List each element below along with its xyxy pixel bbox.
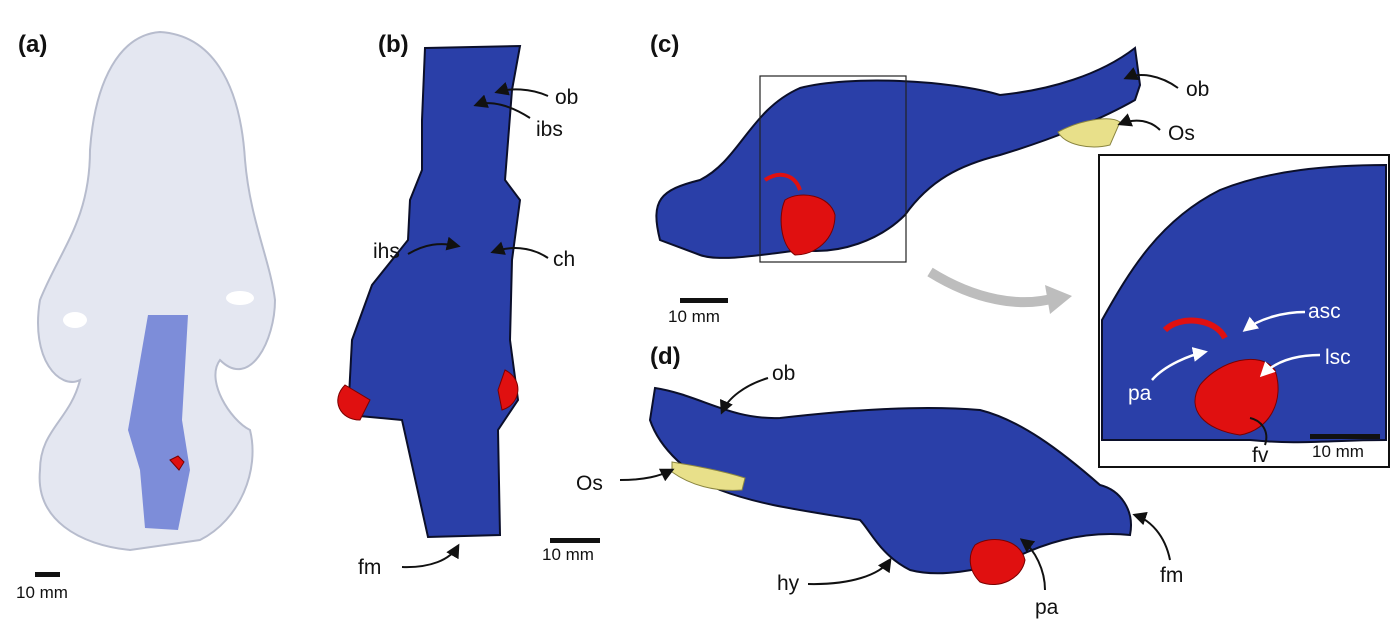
zoom-arrow	[927, 267, 1057, 308]
arrow	[619, 468, 675, 482]
canal	[763, 172, 802, 191]
arrow	[1151, 347, 1208, 381]
arrow	[1259, 353, 1321, 378]
panel-b: (b) ob ibs ihs ch fm 10 mm	[337, 31, 600, 579]
scale-label: 10 mm	[668, 307, 720, 326]
inner-ear	[337, 384, 371, 421]
arrow	[1249, 417, 1268, 446]
scale-label: 10 mm	[1312, 442, 1364, 461]
inner-ear	[969, 539, 1026, 586]
arrow	[1242, 310, 1306, 332]
annotation: asc	[1308, 300, 1341, 323]
skull	[37, 30, 277, 552]
endocast	[346, 44, 522, 539]
scale-bar	[35, 572, 60, 577]
annotation: ob	[555, 86, 578, 109]
endocast	[648, 386, 1132, 575]
panel-label: (b)	[378, 31, 409, 58]
endocast	[655, 46, 1142, 259]
annotation: ibs	[536, 118, 563, 141]
inner-ear	[780, 194, 836, 256]
inner-ear	[169, 455, 185, 471]
panel-a: (a) 10 mm	[16, 30, 277, 602]
annotation: ob	[772, 362, 795, 385]
panel-c: (c) ob Os 10 mm	[650, 31, 1209, 326]
arrow	[1117, 113, 1161, 131]
panel-label: (d)	[650, 343, 681, 370]
arrow	[401, 543, 460, 569]
annotation: Os	[576, 472, 603, 495]
annotation: pa	[1035, 596, 1059, 619]
arrow	[1132, 511, 1171, 561]
arrow	[1019, 538, 1046, 591]
canal	[1162, 317, 1228, 340]
annotation: hy	[777, 572, 800, 595]
arrow	[494, 82, 549, 97]
annotation: fv	[1252, 444, 1269, 467]
inset: asc pa lsc fv 10 mm	[1098, 154, 1390, 468]
panel-label: (c)	[650, 31, 679, 58]
arrow	[719, 377, 769, 415]
endocast	[128, 315, 190, 530]
arrow	[473, 94, 531, 119]
annotation: ch	[553, 248, 575, 271]
ossicle	[671, 461, 746, 491]
arrow	[1123, 67, 1179, 89]
inner-ear	[497, 369, 519, 411]
scale-bar	[680, 298, 728, 303]
endocast	[1101, 163, 1387, 444]
annotation: lsc	[1325, 346, 1351, 369]
annotation: fm	[358, 556, 381, 579]
arrow	[490, 241, 549, 259]
annotation: ob	[1186, 78, 1209, 101]
annotation: Os	[1168, 122, 1195, 145]
zoom-box	[759, 75, 907, 263]
scale-label: 10 mm	[16, 583, 68, 602]
annotation: fm	[1160, 564, 1183, 587]
annotation: pa	[1128, 382, 1152, 405]
annotation: ihs	[373, 240, 400, 263]
zoom-arrowhead	[1045, 285, 1072, 314]
arrow	[807, 557, 892, 586]
panel-d: (d) ob Os hy pa fm	[576, 343, 1183, 619]
scale-label: 10 mm	[542, 545, 594, 564]
panel-label: (a)	[18, 31, 47, 58]
scale-bar	[1310, 434, 1380, 439]
fenestra	[63, 312, 87, 328]
fenestra	[226, 291, 254, 305]
scale-bar	[550, 538, 600, 543]
inner-ear	[1194, 358, 1279, 436]
arrow	[407, 236, 461, 255]
